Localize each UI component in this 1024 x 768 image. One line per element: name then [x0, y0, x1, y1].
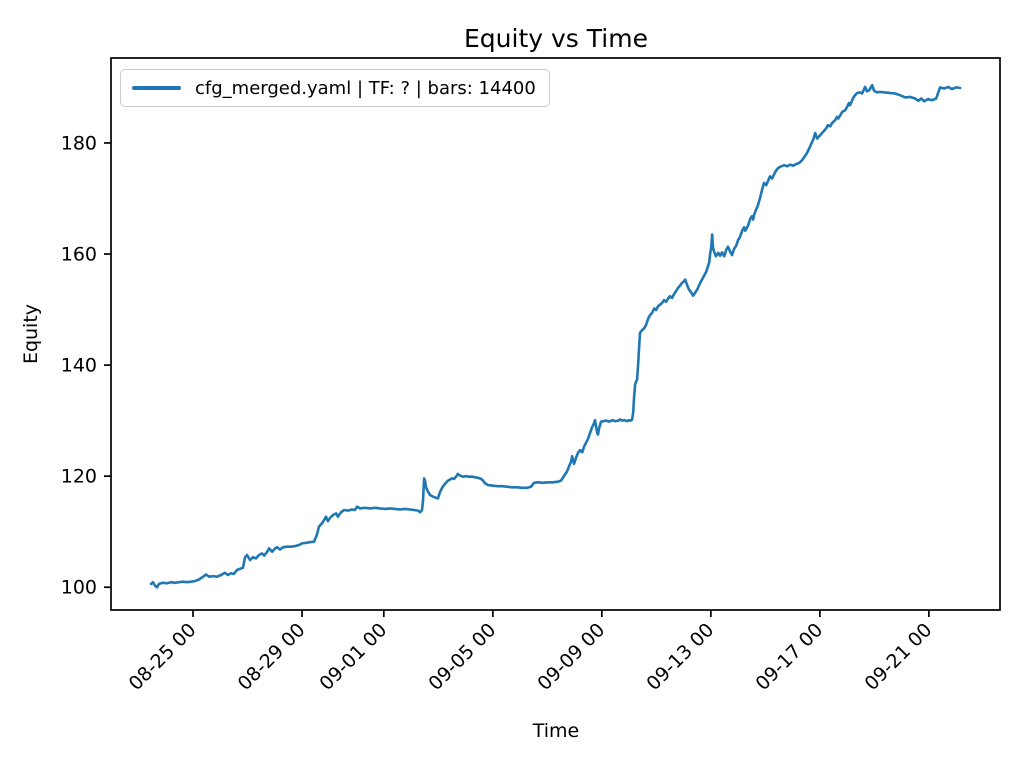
- legend: cfg_merged.yaml | TF: ? | bars: 14400: [120, 69, 550, 107]
- y-tick-label: 120: [61, 466, 97, 488]
- y-tick-label: 140: [61, 355, 97, 377]
- chart-title: Equity vs Time: [464, 24, 648, 53]
- x-tick-label: 09-13 00: [642, 619, 718, 695]
- y-axis-label: Equity: [20, 304, 42, 364]
- series-lines: [149, 83, 962, 589]
- x-tick-label: 09-21 00: [860, 619, 936, 695]
- legend-label: cfg_merged.yaml | TF: ? | bars: 14400: [195, 77, 536, 99]
- plot-area-border: [110, 57, 1001, 611]
- x-tick-label: 09-17 00: [751, 619, 827, 695]
- x-tick-label: 08-25 00: [125, 619, 201, 695]
- y-tick-label: 100: [61, 577, 97, 599]
- x-axis-label: Time: [532, 720, 580, 742]
- y-tick-label: 160: [61, 244, 97, 266]
- x-tick-label: 08-29 00: [234, 619, 310, 695]
- x-tick-label: 09-09 00: [533, 619, 609, 695]
- y-tick-label: 180: [61, 132, 97, 154]
- x-tick-label: 09-05 00: [424, 619, 500, 695]
- equity-series-line: [149, 83, 962, 589]
- legend-line-sample: [132, 86, 181, 90]
- x-tick-label: 09-01 00: [315, 619, 391, 695]
